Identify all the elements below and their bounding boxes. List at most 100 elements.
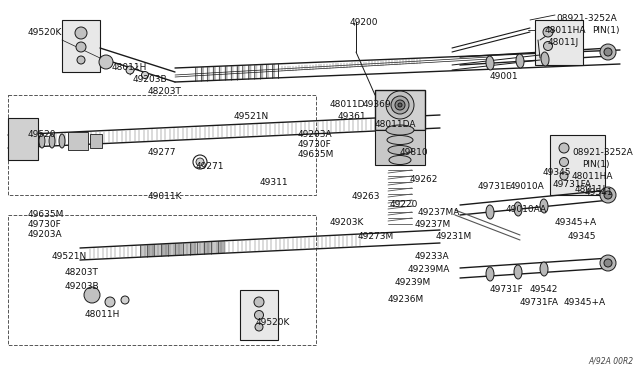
Text: 49521N: 49521N [52,252,87,261]
Text: 49542: 49542 [530,285,558,294]
Text: 49810: 49810 [400,148,429,157]
Ellipse shape [39,134,45,148]
Polygon shape [219,66,221,80]
Polygon shape [140,245,147,257]
Text: 49277: 49277 [148,148,177,157]
Text: 49237MA: 49237MA [418,208,460,217]
Text: 49203A: 49203A [298,130,333,139]
Text: 49731FA: 49731FA [520,298,559,307]
Text: A/92A 00R2: A/92A 00R2 [589,357,634,366]
Circle shape [604,259,612,267]
Text: 48011H: 48011H [85,310,120,319]
Text: 49521N: 49521N [234,112,269,121]
Circle shape [391,96,409,114]
Polygon shape [237,65,239,80]
Circle shape [559,143,569,153]
Circle shape [141,71,148,78]
Circle shape [255,311,264,320]
Text: 49220: 49220 [390,200,419,209]
Bar [535,20,583,65]
Text: 49731E: 49731E [478,182,512,191]
Polygon shape [161,244,168,256]
Text: 49345+A: 49345+A [564,298,606,307]
Polygon shape [175,243,182,256]
Polygon shape [212,66,216,80]
Text: 49231M: 49231M [436,232,472,241]
Circle shape [600,255,616,271]
Text: 08921-3252A: 08921-3252A [572,148,633,157]
Text: PIN(1): PIN(1) [582,160,609,169]
Text: 49203B: 49203B [65,282,100,291]
Polygon shape [195,67,198,81]
Polygon shape [154,244,161,257]
Polygon shape [243,65,245,79]
Ellipse shape [514,265,522,279]
Text: 49635M: 49635M [28,210,65,219]
Polygon shape [201,67,204,81]
Text: 49239MA: 49239MA [408,265,451,274]
Polygon shape [225,66,228,80]
Text: 49345: 49345 [543,168,572,177]
Bar [375,90,425,130]
Text: 49237M: 49237M [415,220,451,229]
Bar [68,132,88,150]
Text: 49263: 49263 [352,192,381,201]
Text: 48011HA: 48011HA [572,172,614,181]
Bar [8,215,316,345]
Text: 49730F: 49730F [298,140,332,149]
Text: 49262: 49262 [410,175,438,184]
Circle shape [600,187,616,203]
Text: 48203T: 48203T [148,87,182,96]
Bar [62,20,100,72]
Ellipse shape [486,267,494,281]
Text: 48011D: 48011D [330,100,365,109]
Text: 49730F: 49730F [28,220,61,229]
Text: 49236M: 49236M [388,295,424,304]
Circle shape [560,172,568,180]
Circle shape [604,191,612,199]
Polygon shape [266,64,269,78]
Circle shape [543,27,553,37]
Text: 48203T: 48203T [65,268,99,277]
Text: 49239M: 49239M [395,278,431,287]
Polygon shape [147,244,154,257]
Polygon shape [182,243,189,255]
Ellipse shape [486,56,494,70]
Text: PIN(1): PIN(1) [592,26,620,35]
Ellipse shape [516,54,524,68]
Polygon shape [260,64,263,78]
Ellipse shape [387,135,413,144]
Circle shape [254,297,264,307]
Circle shape [76,42,86,52]
Circle shape [559,157,568,167]
Ellipse shape [388,145,412,154]
Circle shape [75,27,87,39]
Text: 49731FA: 49731FA [553,180,592,189]
Ellipse shape [541,52,549,66]
Text: 49203K: 49203K [330,218,364,227]
Text: 49233A: 49233A [415,252,450,261]
Text: 49200: 49200 [350,18,378,27]
Text: 49541: 49541 [585,188,614,197]
Circle shape [600,44,616,60]
Bar [8,118,38,160]
Ellipse shape [59,134,65,148]
Text: 49271: 49271 [196,162,225,171]
Text: 49203B: 49203B [133,75,168,84]
Circle shape [77,56,85,64]
Ellipse shape [49,134,55,148]
Bar [375,130,425,165]
Ellipse shape [540,262,548,276]
Bar [240,290,278,340]
Text: 49011K: 49011K [148,192,182,201]
Text: 49361: 49361 [338,112,367,121]
Text: 49520K: 49520K [28,28,62,37]
Polygon shape [204,241,211,254]
Polygon shape [168,243,175,256]
Circle shape [105,297,115,307]
Text: 48011H: 48011H [112,63,147,72]
Circle shape [543,42,552,51]
Circle shape [398,103,402,107]
Circle shape [99,55,113,69]
Text: 48011DA: 48011DA [375,120,417,129]
